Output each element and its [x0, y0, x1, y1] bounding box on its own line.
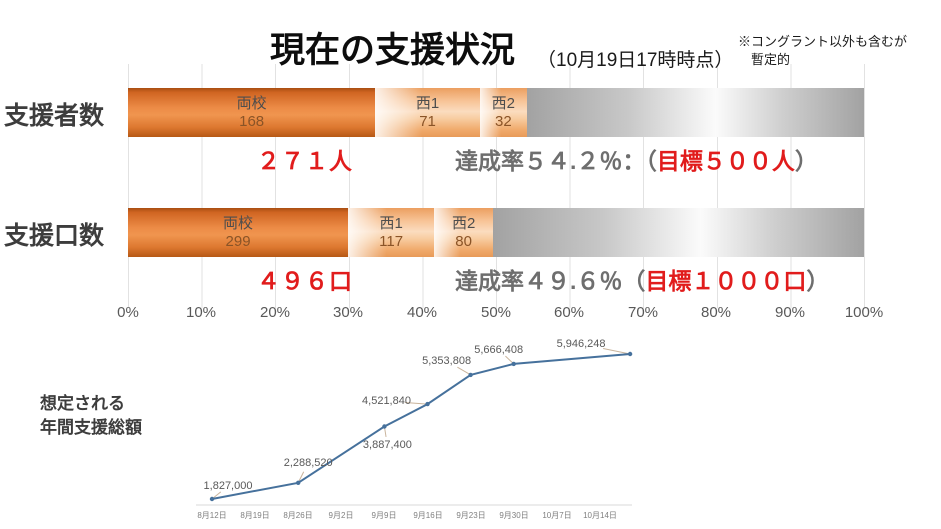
title-timestamp: （10月19日17時時点） — [537, 50, 734, 71]
achievement-rate: 達成率４９.６％（ — [455, 268, 646, 294]
segment-value: 71 — [419, 112, 436, 130]
data-label-leader — [211, 491, 222, 500]
segment-value: 299 — [225, 232, 251, 250]
footnote-line2: 暫定的 — [751, 51, 791, 67]
units-achievement: 達成率４９.６％（目標１０００口） — [455, 262, 829, 296]
segment-value: 32 — [495, 112, 512, 130]
bar-segment-ryoko: 両校 168 — [128, 88, 376, 137]
data-point-marker — [511, 361, 516, 367]
axis-tick: 10% — [185, 304, 217, 321]
data-point-marker — [627, 351, 633, 357]
line-chart-title: 想定される 年間支援総額 — [40, 392, 142, 440]
segment-name: 西1 — [379, 214, 403, 232]
line-data-label: 5,946,248 — [556, 338, 606, 350]
data-label-leader — [297, 471, 305, 483]
axis-tick: 80% — [700, 304, 732, 321]
data-label-leader — [383, 426, 387, 438]
date-tick: 10月14日 — [583, 511, 617, 520]
achievement-goal: 目標５００人 — [656, 148, 795, 174]
data-label-leader — [505, 355, 515, 365]
bar-segment-nishi2: 西2 80 — [434, 208, 494, 257]
bar-remainder — [526, 88, 864, 137]
date-tick: 9月30日 — [499, 511, 529, 520]
segment-name: 両校 — [236, 94, 267, 112]
axis-tick: 100% — [844, 304, 884, 321]
achievement-close: ） — [794, 148, 818, 174]
line-data-label: 3,887,400 — [362, 439, 412, 452]
bar-segment-nishi1: 西1 117 — [348, 208, 435, 257]
row-label-units: 支援口数 — [4, 222, 105, 250]
date-tick: 9月2日 — [328, 511, 354, 520]
supporters-total: ２７１人 — [257, 148, 353, 174]
line-data-label: 1,827,000 — [203, 480, 253, 492]
axis-tick: 60% — [553, 304, 585, 321]
date-tick: 8月26日 — [283, 511, 313, 520]
footnote: ※コングラント以外も含むが 暫定的 — [738, 33, 907, 68]
achievement-rate: 達成率５４.２％：（ — [455, 148, 657, 174]
segment-value: 117 — [379, 232, 404, 250]
units-bar: 両校 299 西1 117 西2 80 — [128, 208, 864, 257]
axis-tick: 90% — [774, 304, 806, 321]
achievement-close: ） — [806, 268, 830, 294]
units-total: ４９６口 — [257, 268, 353, 294]
bar-segment-nishi2: 西2 32 — [479, 88, 527, 137]
data-point-marker — [209, 496, 215, 502]
line-chart-title-line2: 年間支援総額 — [40, 417, 142, 437]
data-point-marker — [296, 480, 301, 485]
segment-name: 西1 — [415, 94, 440, 112]
axis-tick: 50% — [480, 304, 512, 321]
date-tick: 9月23日 — [456, 511, 486, 520]
bar-segment-nishi1: 西1 71 — [375, 88, 480, 137]
data-label-leader — [457, 366, 471, 376]
data-point-marker — [468, 372, 473, 378]
supporters-achievement: 達成率５４.２％：（目標５００人） — [455, 142, 818, 176]
bar-remainder — [493, 208, 864, 257]
axis-tick: 70% — [627, 304, 659, 321]
line-series — [211, 353, 631, 500]
date-tick: 10月7日 — [542, 511, 572, 520]
segment-name: 西2 — [491, 94, 516, 112]
line-data-label: 4,521,840 — [362, 395, 411, 408]
axis-tick: 30% — [332, 304, 364, 321]
segment-value: 80 — [455, 232, 472, 250]
page-title: 現在の支援状況 — [270, 31, 516, 70]
data-point-marker — [382, 424, 387, 429]
axis-tick: 20% — [259, 304, 291, 321]
segment-name: 西2 — [451, 214, 476, 232]
segment-value: 168 — [239, 112, 265, 130]
axis-tick: 0% — [117, 304, 139, 321]
row-label-supporters: 支援者数 — [4, 102, 105, 130]
bar-segment-ryoko: 両校 299 — [128, 208, 349, 257]
date-tick: 8月19日 — [240, 511, 270, 520]
supporters-bar: 両校 168 西1 71 西2 32 — [128, 88, 864, 137]
line-data-label: 2,288,520 — [283, 456, 333, 469]
line-data-label: 5,666,408 — [474, 343, 524, 356]
date-tick: 8月12日 — [197, 511, 227, 520]
date-tick: 9月16日 — [413, 511, 443, 520]
date-tick: 9月9日 — [371, 511, 397, 520]
footnote-line1: ※コングラント以外も含むが — [738, 34, 908, 49]
achievement-goal: 目標１０００口 — [645, 268, 807, 294]
segment-name: 両校 — [223, 214, 254, 232]
line-data-label: 5,353,808 — [422, 354, 472, 367]
line-chart-title-line1: 想定される — [40, 394, 125, 413]
axis-tick: 40% — [406, 304, 438, 321]
